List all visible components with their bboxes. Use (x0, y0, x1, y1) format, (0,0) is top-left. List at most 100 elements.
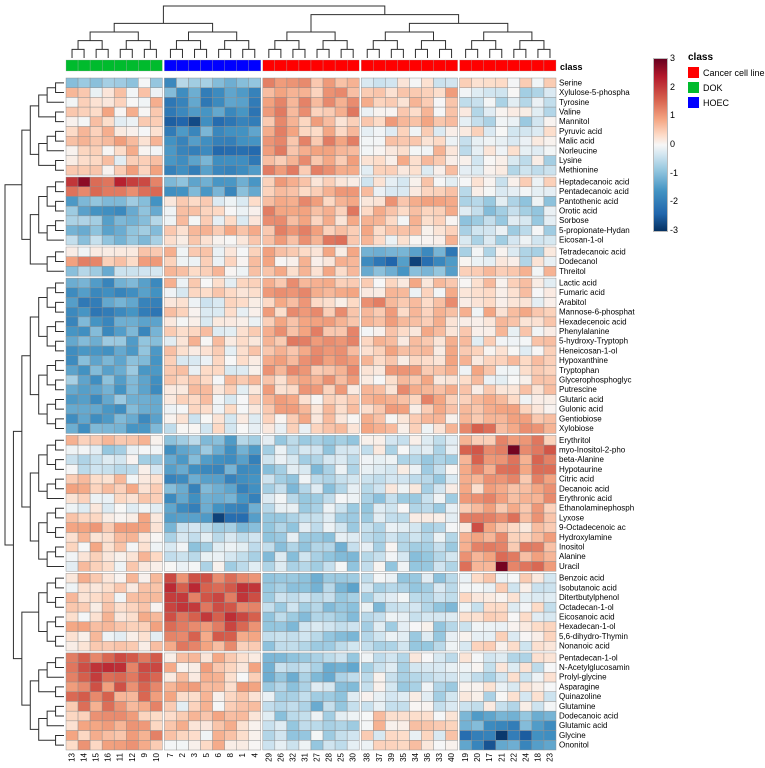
row-label: myo-Inositol-2-pho (559, 445, 626, 454)
heatmap-cell (385, 374, 398, 386)
heatmap-cell (397, 235, 410, 246)
heatmap-cell (89, 256, 103, 267)
heatmap-cell (519, 681, 533, 692)
heatmap-cell (495, 454, 509, 465)
heatmap-cell (409, 602, 422, 613)
heatmap-cell (543, 503, 557, 514)
heatmap-cell (346, 423, 360, 434)
heatmap-cell (248, 266, 262, 277)
heatmap-cell (346, 196, 360, 207)
heatmap-cell (471, 266, 484, 277)
heatmap-cell (445, 176, 458, 187)
heatmap-cell (236, 106, 249, 118)
heatmap-cell (101, 384, 115, 395)
heatmap-cell (409, 483, 422, 494)
heatmap-cell (346, 592, 360, 603)
heatmap-cell (445, 126, 458, 137)
heatmap-cell (346, 532, 360, 543)
dendrogram-branch (55, 321, 64, 332)
heatmap-cell (531, 326, 545, 337)
dendrogram-branch (366, 48, 380, 58)
heatmap-cell (298, 483, 312, 494)
heatmap-cell (236, 186, 249, 197)
heatmap-cell (334, 186, 348, 197)
heatmap-cell (445, 740, 458, 751)
heatmap-cell (334, 592, 348, 603)
heatmap-cell (409, 246, 422, 257)
heatmap-cell (286, 710, 300, 722)
heatmap-cell (433, 541, 446, 553)
heatmap-cell (495, 145, 509, 156)
heatmap-cell (334, 205, 348, 217)
heatmap-cell (433, 215, 446, 226)
heatmap-cell (89, 710, 103, 722)
heatmap-cell (101, 345, 115, 356)
heatmap-cell (322, 246, 336, 257)
heatmap-cell (433, 384, 446, 395)
heatmap-cell (298, 561, 312, 572)
heatmap-cell (421, 297, 434, 308)
heatmap-cell (385, 582, 398, 593)
heatmap-cell (519, 106, 533, 118)
heatmap-cell (397, 454, 410, 465)
heatmap-cell (507, 444, 521, 456)
heatmap-cell (459, 641, 472, 652)
heatmap-cell (236, 740, 249, 751)
heatmap-cell (322, 662, 336, 673)
class-annotation-cell (445, 59, 458, 72)
heatmap-cell (346, 155, 360, 166)
row-label: Octadecan-1-ol (559, 603, 614, 612)
heatmap-cell (322, 621, 336, 632)
heatmap-cell (65, 611, 79, 623)
heatmap-cell (224, 116, 237, 127)
heatmap-cell (89, 176, 103, 187)
heatmap-cell (310, 384, 324, 395)
heatmap-cell (459, 106, 472, 118)
heatmap-cell (212, 77, 225, 88)
heatmap-cell (126, 186, 139, 197)
heatmap-cell (433, 246, 446, 257)
heatmap-cell (224, 582, 237, 593)
heatmap-cell (138, 384, 151, 395)
heatmap-cell (200, 691, 213, 702)
heatmap-cell (543, 532, 557, 543)
dendrogram-branch (55, 111, 64, 123)
heatmap-cell (262, 701, 276, 712)
heatmap-cell (346, 541, 360, 553)
heatmap-cell (397, 384, 410, 395)
heatmap-cell (126, 493, 139, 504)
heatmap-cell (224, 444, 237, 456)
heatmap-cell (126, 316, 139, 327)
heatmap-cell (138, 287, 151, 298)
heatmap-cell (373, 205, 386, 217)
heatmap-cell (409, 503, 422, 514)
heatmap-cell (77, 205, 91, 217)
heatmap-cell (433, 365, 446, 376)
heatmap-cell (397, 287, 410, 298)
heatmap-cell (248, 423, 262, 434)
heatmap-cell (150, 165, 163, 176)
heatmap-cell (150, 196, 163, 207)
row-dendrogram (4, 82, 64, 746)
heatmap-cell (150, 215, 163, 226)
column-label: 29 (264, 752, 273, 761)
heatmap-cell (519, 631, 533, 642)
heatmap-cell (459, 512, 472, 523)
heatmap-cell (236, 145, 249, 156)
dendrogram-branch (55, 130, 64, 142)
heatmap-cell (150, 413, 163, 424)
heatmap-cell (360, 297, 374, 308)
column-label: 36 (423, 752, 432, 761)
heatmap-cell (212, 384, 225, 395)
heatmap-cell (519, 532, 533, 543)
heatmap-cell (164, 145, 177, 156)
heatmap-cell (322, 394, 336, 405)
heatmap-cell (322, 277, 336, 289)
heatmap-cell (286, 97, 300, 108)
heatmap-cell (543, 662, 557, 673)
heatmap-cell (543, 423, 557, 434)
heatmap-cell (188, 621, 201, 632)
heatmap-cell (385, 345, 398, 356)
heatmap-cell (433, 116, 446, 127)
heatmap-cell (346, 493, 360, 504)
